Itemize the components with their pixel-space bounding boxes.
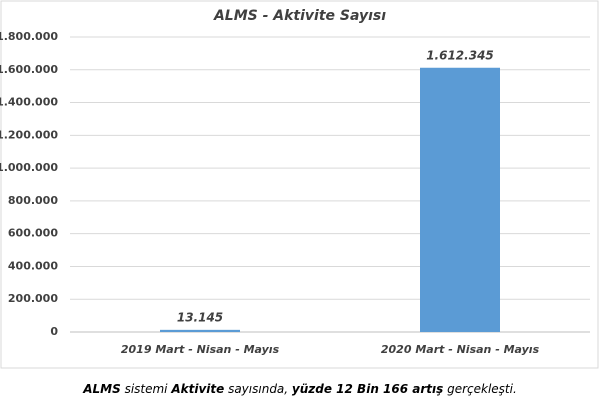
caption-part: sayısında, [224, 382, 292, 396]
x-tick-label: 2019 Mart - Nisan - Mayıs [121, 343, 280, 356]
chart-frame [0, 0, 599, 369]
value-label: 1.612.345 [426, 48, 494, 62]
value-label: 13.145 [177, 310, 223, 324]
y-tick-label: 1.000.000 [0, 161, 58, 174]
bar [420, 67, 500, 332]
y-tick-label: 1.400.000 [0, 96, 58, 109]
y-tick-label: 0 [50, 325, 58, 338]
bar [160, 329, 240, 332]
y-tick-label: 400.000 [8, 259, 58, 272]
y-tick-label: 600.000 [8, 227, 58, 240]
caption-part: Aktivite [170, 382, 224, 396]
x-tick-label: 2020 Mart - Nisan - Mayıs [381, 343, 540, 356]
caption-part: ALMS [82, 382, 121, 396]
y-tick-label: 800.000 [8, 194, 58, 207]
y-tick-label: 200.000 [8, 292, 58, 305]
y-tick-label: 1.800.000 [0, 30, 58, 43]
y-tick-label: 1.600.000 [0, 63, 58, 76]
y-tick-label: 1.200.000 [0, 128, 58, 141]
caption-part: yüzde 12 Bin 166 artış [292, 382, 443, 396]
chart-title: ALMS - Aktivite Sayısı [213, 8, 386, 24]
caption-part: sistemi [121, 382, 172, 396]
caption-part: gerçekleşti. [443, 382, 517, 396]
caption: ALMS sistemi Aktivite sayısında, yüzde 1… [82, 382, 517, 396]
